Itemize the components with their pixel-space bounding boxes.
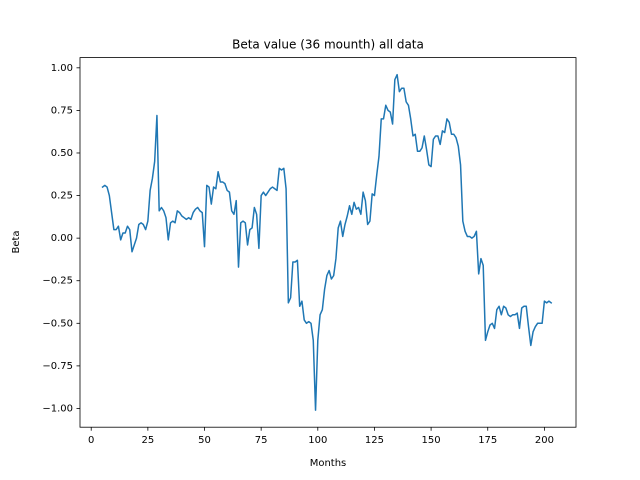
x-tick-label: 150 (422, 435, 441, 446)
x-axis-label: Months (310, 458, 347, 469)
y-tick-label: 0.50 (51, 148, 73, 159)
x-tick-label: 100 (308, 435, 327, 446)
x-tick-label: 50 (198, 435, 211, 446)
plot-frame (79, 57, 577, 428)
data-line (101, 73, 553, 411)
y-tick-label: 0.75 (51, 105, 73, 116)
y-tick-label: −1.00 (42, 403, 73, 414)
y-axis-label: Beta (11, 230, 22, 253)
y-tick-label: −0.25 (42, 276, 73, 287)
x-tick-label: 125 (365, 435, 384, 446)
y-tick-label: 1.00 (51, 63, 73, 74)
y-tick-label: 0.00 (51, 233, 73, 244)
x-tick-label: 200 (535, 435, 554, 446)
x-tick-label: 25 (141, 435, 154, 446)
x-tick-label: 75 (255, 435, 268, 446)
chart-title: Beta value (36 mounth) all data (232, 38, 424, 52)
y-tick-label: −0.50 (42, 318, 73, 329)
y-tick-label: −0.75 (42, 361, 73, 372)
x-tick-label: 175 (478, 435, 497, 446)
y-tick-label: 0.25 (51, 191, 73, 202)
x-tick-label: 0 (88, 435, 94, 446)
